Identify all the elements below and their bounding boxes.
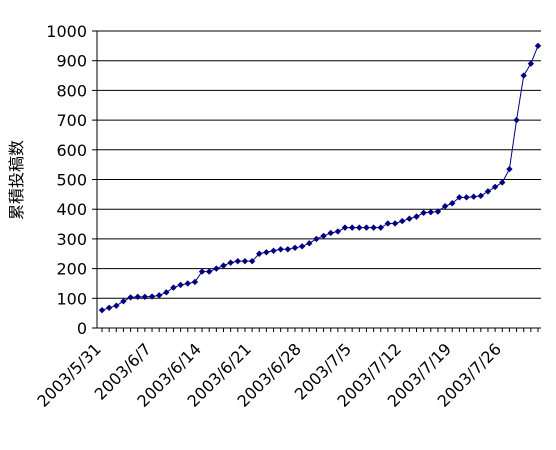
y-tick-label-10: 1000 <box>46 22 87 41</box>
data-point-18 <box>227 259 234 266</box>
data-point-20 <box>241 257 249 265</box>
data-point-60 <box>527 60 535 67</box>
y-tick-label-6: 600 <box>56 141 87 160</box>
data-point-16 <box>213 265 220 272</box>
data-point-25 <box>277 246 284 253</box>
data-point-46 <box>427 208 434 216</box>
data-point-58 <box>513 116 520 124</box>
data-point-7 <box>148 293 156 300</box>
data-point-29 <box>306 240 313 247</box>
data-point-39 <box>377 224 384 231</box>
data-point-10 <box>170 284 177 291</box>
y-tick-label-9: 900 <box>56 52 87 71</box>
data-point-30 <box>313 235 320 243</box>
data-point-4 <box>127 294 134 301</box>
y-tick-label-4: 400 <box>56 200 87 219</box>
data-point-54 <box>484 188 492 195</box>
series-line <box>101 45 539 311</box>
y-tick-label-7: 700 <box>56 111 87 130</box>
data-point-32 <box>327 229 334 237</box>
x-tick-label-0: 2003/5/31 <box>33 339 104 410</box>
data-point-12 <box>184 280 191 287</box>
data-point-38 <box>370 224 377 231</box>
data-point-6 <box>141 293 149 301</box>
data-point-9 <box>163 289 170 296</box>
data-point-1 <box>105 304 113 312</box>
data-point-59 <box>520 72 527 79</box>
data-point-56 <box>499 179 506 186</box>
data-point-44 <box>413 213 420 220</box>
series-group <box>98 42 542 314</box>
grid-layer <box>92 30 541 332</box>
y-tick-label-3: 300 <box>56 230 87 249</box>
data-point-40 <box>384 220 392 227</box>
data-point-49 <box>449 200 456 207</box>
data-point-35 <box>348 224 356 231</box>
data-point-2 <box>113 302 120 309</box>
data-point-21 <box>248 257 256 265</box>
data-point-26 <box>284 246 292 253</box>
data-point-0 <box>98 306 106 314</box>
data-point-23 <box>263 249 270 256</box>
data-point-36 <box>356 224 363 231</box>
data-point-31 <box>320 232 327 240</box>
data-point-11 <box>177 281 184 289</box>
y-tick-label-8: 800 <box>56 81 87 100</box>
data-point-22 <box>256 250 263 257</box>
data-point-57 <box>506 165 513 173</box>
y-tick-label-5: 500 <box>56 171 87 190</box>
data-point-48 <box>441 203 449 210</box>
data-point-61 <box>534 42 542 50</box>
data-point-3 <box>120 298 127 305</box>
data-point-17 <box>220 262 227 269</box>
series-layer <box>98 42 542 314</box>
data-point-14 <box>198 268 206 275</box>
data-point-15 <box>206 268 213 275</box>
data-point-33 <box>334 228 342 235</box>
data-point-34 <box>341 224 349 231</box>
data-point-43 <box>406 215 413 222</box>
data-point-53 <box>477 192 485 200</box>
data-point-27 <box>291 244 299 252</box>
data-point-37 <box>363 224 370 231</box>
data-point-42 <box>398 217 406 225</box>
data-point-24 <box>270 247 277 254</box>
data-point-47 <box>434 208 442 215</box>
data-point-5 <box>134 293 141 301</box>
data-point-55 <box>491 183 499 191</box>
data-point-51 <box>463 194 470 201</box>
y-tick-label-2: 200 <box>56 260 87 279</box>
y-tick-labels: 0 100 200 300 400 500 600 700 800 900 1000 <box>46 22 87 338</box>
data-point-45 <box>420 209 427 216</box>
data-point-8 <box>155 292 163 299</box>
data-point-19 <box>234 257 242 265</box>
data-point-52 <box>470 193 477 200</box>
y-axis-title: 累積投稿数 <box>7 140 26 220</box>
data-point-41 <box>391 220 399 227</box>
x-tick-labels: 2003/5/312003/6/72003/6/142003/6/212003/… <box>33 339 505 410</box>
data-point-50 <box>456 194 463 201</box>
data-point-13 <box>191 278 199 286</box>
data-point-28 <box>298 243 306 250</box>
y-tick-label-1: 100 <box>56 289 87 308</box>
y-tick-label-0: 0 <box>77 319 87 338</box>
